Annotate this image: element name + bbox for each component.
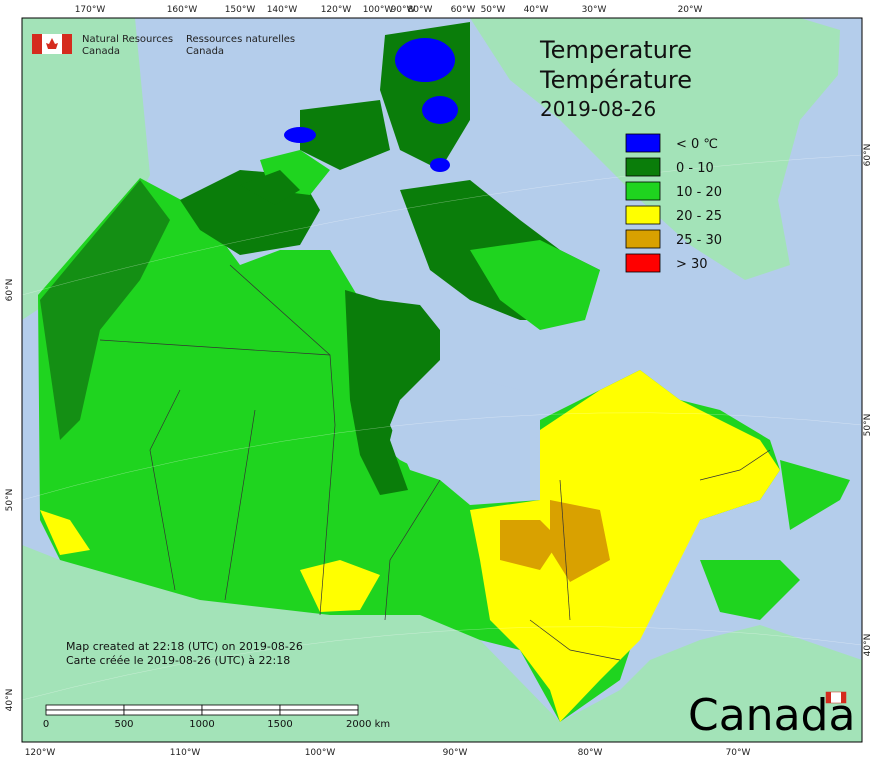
scale-bar: 0 500 1000 1500 2000 km (43, 704, 390, 730)
lon-label: 20°W (678, 5, 703, 15)
legend-swatch (625, 253, 661, 273)
warm-bc (40, 510, 90, 555)
scale-label: 2000 km (346, 719, 390, 730)
lon-label: 160°W (167, 5, 198, 15)
lon-label: 90°W (391, 5, 416, 15)
legend-swatch (625, 229, 661, 249)
maritimes (700, 560, 800, 620)
note: Carte créée le 2019-08-26 (UTC) à 22:18 (66, 654, 290, 667)
lon-label: 90°W (443, 748, 468, 758)
wordmark-flag-bar (841, 692, 846, 703)
frame-border (21, 17, 863, 743)
lon-label: 80°W (578, 748, 603, 758)
nunavut-kivalliq (345, 290, 440, 495)
usa (22, 545, 862, 742)
hot-patch (550, 500, 610, 582)
island (240, 170, 300, 205)
island (300, 100, 390, 170)
hudson-bay (390, 380, 540, 500)
warm-prairie (300, 560, 380, 612)
lon-label: 150°W (225, 5, 256, 15)
legend-swatch (625, 181, 661, 201)
alaska (22, 18, 150, 320)
mountains (40, 180, 170, 440)
lon-label: 140°W (267, 5, 298, 15)
scale-segment (279, 704, 359, 711)
lon-label: 100°W (305, 748, 336, 758)
lon-label: 40°W (524, 5, 549, 15)
baffin-south (470, 240, 600, 330)
date: 2019-08-26 (540, 97, 656, 121)
lon-label: 60°W (451, 5, 476, 15)
flag-bar (62, 34, 72, 54)
org-fr: Ressources naturelles (186, 34, 295, 45)
cold-patch (395, 38, 455, 82)
title: Temperature (539, 36, 692, 64)
lat-label: 60°N (863, 144, 873, 167)
graticule-labels: 170°W 160°W 150°W 140°W 120°W 100°W90°W80°W 60… (5, 5, 873, 758)
maple-leaf (46, 38, 58, 49)
legend-swatch (625, 133, 661, 153)
lon-label: 120°W (25, 748, 56, 758)
lat-label: 40°N (5, 689, 15, 712)
scale-label: 0 (43, 719, 49, 730)
org-en: Natural Resources (82, 34, 173, 45)
flag-bar (32, 34, 42, 54)
legend-swatch (625, 205, 661, 225)
scale-label: 1000 (189, 719, 214, 730)
lon-label: 120°W (321, 5, 352, 15)
notes: Map created at 22:18 (UTC) on 2019-08-26… (66, 640, 303, 667)
scale-segment (123, 704, 203, 711)
legend-label: 25 - 30 (676, 233, 722, 248)
warm-east (470, 370, 780, 722)
wordmark-flag-bar (826, 692, 831, 703)
graticule-lines (21, 154, 863, 701)
scale-segment (279, 709, 359, 716)
legend-label: 0 - 10 (676, 161, 714, 176)
cold-patch (430, 158, 450, 172)
lon-label: 30°W (582, 5, 607, 15)
legend-swatch (625, 157, 661, 177)
lat-label: 50°N (863, 414, 873, 437)
lon-label: 80°W (408, 5, 433, 15)
cold-patch (422, 96, 458, 124)
lon-label: 70°W (726, 748, 751, 758)
scale-label: 1500 (267, 719, 292, 730)
legend-label: < 0 ℃ (676, 137, 718, 152)
note: Map created at 22:18 (UTC) on 2019-08-26 (66, 640, 303, 653)
legend-label: 20 - 25 (676, 209, 722, 224)
hot-patch (500, 520, 560, 570)
scale-segment (123, 709, 203, 716)
lat-label: 50°N (5, 489, 15, 512)
newfoundland (780, 460, 850, 530)
cold-patch (284, 127, 316, 143)
title: Température (539, 66, 692, 94)
borders (99, 264, 771, 661)
scale-segment (45, 704, 125, 711)
lon-label: 50°W (481, 5, 506, 15)
canada-wordmark: Canada (688, 690, 855, 741)
lon-label: 170°W (75, 5, 106, 15)
scale-label: 500 (114, 719, 133, 730)
legend-label: > 30 (676, 257, 708, 272)
lat-label: 60°N (5, 279, 15, 302)
lat-label: 40°N (863, 634, 873, 657)
lon-label: 110°W (170, 748, 201, 758)
legend: < 0 ℃ 0 - 10 10 - 20 20 - 25 25 - 30 > 30 (625, 133, 722, 273)
lon-label: 100°W (363, 5, 394, 15)
nrcan-signature: Natural Resources Canada Ressources natu… (32, 34, 295, 57)
map-frame (21, 17, 863, 743)
scale-segment (201, 704, 281, 711)
legend-label: 10 - 20 (676, 185, 722, 200)
scale-segment (45, 709, 125, 716)
scale-segment (201, 709, 281, 716)
title-block: Temperature Température 2019-08-26 (539, 36, 692, 121)
org-fr: Canada (186, 46, 224, 57)
org-en: Canada (82, 46, 120, 57)
